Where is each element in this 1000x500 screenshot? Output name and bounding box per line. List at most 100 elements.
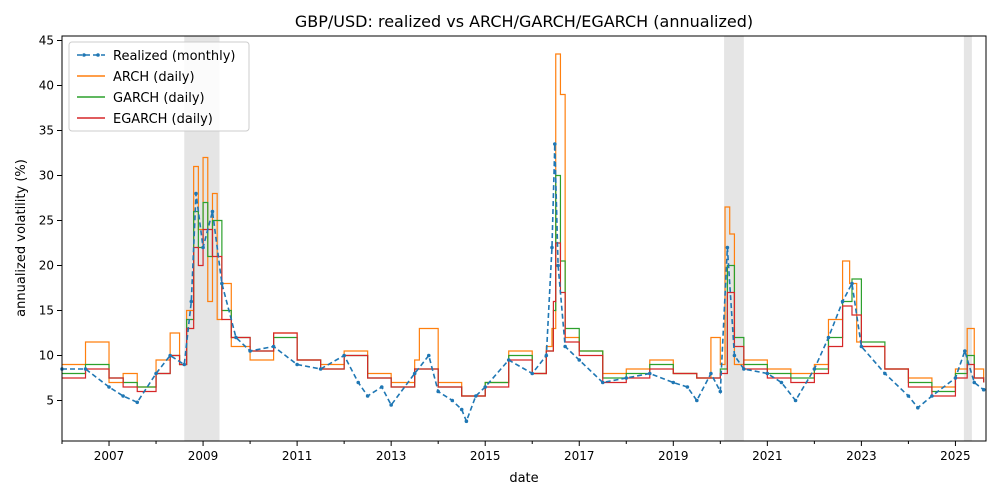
realized-point xyxy=(981,387,986,392)
y-tick-label: 15 xyxy=(39,304,54,318)
y-tick-label: 35 xyxy=(39,124,54,138)
x-axis-label: date xyxy=(509,471,538,486)
x-tick-label: 2025 xyxy=(940,449,971,463)
realized-point xyxy=(436,389,440,394)
realized-point xyxy=(210,209,215,214)
realized-point xyxy=(271,344,276,349)
x-axis: 2007 2009 2011 2013 2015 2017 2019 2021 2023 2025 xyxy=(61,441,971,463)
realized-point xyxy=(379,385,384,389)
realized-point xyxy=(906,394,911,398)
realized-point xyxy=(718,389,723,394)
plot-area-frame xyxy=(61,35,987,442)
realized-point xyxy=(812,367,817,371)
realized-point xyxy=(765,371,770,376)
realized-point xyxy=(779,380,784,385)
y-tick-label: 45 xyxy=(39,34,54,48)
legend-marker xyxy=(82,53,86,57)
realized-point xyxy=(647,371,652,376)
realized-point xyxy=(459,407,464,412)
realized-point xyxy=(426,353,431,358)
realized-point xyxy=(107,385,111,389)
realized-point xyxy=(709,371,713,376)
realized-point xyxy=(318,367,323,371)
realized-point xyxy=(550,245,554,250)
y-tick-label: 5 xyxy=(46,394,54,408)
y-tick-label: 25 xyxy=(39,214,54,228)
legend-label-arch: ARCH (daily) xyxy=(113,70,195,85)
realized-point xyxy=(600,380,605,385)
legend-label-garch: GARCH (daily) xyxy=(113,91,205,106)
realized-point xyxy=(916,405,920,410)
realized-point xyxy=(850,281,854,286)
realized-point xyxy=(859,344,864,349)
realized-point xyxy=(83,367,88,371)
realized-point xyxy=(671,380,676,385)
y-axis-label: annualized volatility (%) xyxy=(14,159,29,317)
realized-point xyxy=(189,299,194,304)
legend-label-egarch: EGARCH (daily) xyxy=(113,112,213,127)
x-tick-label: 2019 xyxy=(658,449,689,463)
shaded-periods xyxy=(184,36,972,441)
realized-point xyxy=(732,353,737,358)
realized-point xyxy=(365,394,370,398)
realized-point xyxy=(168,353,172,358)
chart-title: GBP/USD: realized vs ARCH/GARCH/EGARCH (… xyxy=(295,12,753,31)
x-tick-label: 2023 xyxy=(846,449,877,463)
realized-point xyxy=(234,335,238,340)
realized-point xyxy=(930,394,934,398)
y-tick-label: 40 xyxy=(39,79,54,93)
realized-point xyxy=(685,385,690,389)
realized-point xyxy=(194,191,198,196)
realized-point xyxy=(725,245,730,250)
realized-point xyxy=(182,362,187,367)
realized-point xyxy=(389,403,393,407)
series-line-egarch xyxy=(62,228,985,397)
realized-point xyxy=(356,380,361,385)
realized-point xyxy=(883,371,887,376)
realized-point xyxy=(342,353,346,358)
realized-point xyxy=(201,245,205,250)
realized-point xyxy=(963,349,967,353)
shaded-period-2 xyxy=(963,36,972,441)
realized-point xyxy=(695,398,699,403)
y-axis: 5 10 15 20 25 30 35 40 45 xyxy=(39,34,62,408)
realized-point xyxy=(826,335,831,340)
legend-marker xyxy=(96,53,100,57)
series-line-realized xyxy=(62,143,985,424)
x-tick-label: 2013 xyxy=(376,449,407,463)
realized-point xyxy=(742,367,746,371)
series-lines xyxy=(60,53,986,424)
x-tick-label: 2015 xyxy=(470,449,501,463)
realized-point xyxy=(577,358,582,362)
realized-point xyxy=(563,344,567,349)
realized-point xyxy=(553,142,557,146)
realized-point xyxy=(624,376,629,380)
x-tick-label: 2009 xyxy=(188,449,219,463)
realized-point xyxy=(248,349,252,353)
realized-point xyxy=(154,371,158,376)
x-tick-label: 2017 xyxy=(564,449,595,463)
realized-point xyxy=(121,394,125,398)
realized-point xyxy=(220,281,224,286)
realized-point xyxy=(556,263,560,268)
series-realized xyxy=(60,142,986,424)
realized-point xyxy=(464,419,469,424)
x-tick-label: 2011 xyxy=(282,449,313,463)
y-tick-label: 30 xyxy=(39,169,54,183)
realized-point xyxy=(474,394,478,398)
realized-point xyxy=(135,400,140,405)
realized-point xyxy=(953,376,958,380)
realized-point xyxy=(972,380,977,385)
realized-point xyxy=(450,398,455,403)
realized-point xyxy=(840,299,845,304)
y-tick-label: 10 xyxy=(39,349,54,363)
realized-point xyxy=(483,385,488,389)
x-tick-label: 2007 xyxy=(94,449,125,463)
realized-point xyxy=(530,371,535,376)
realized-point xyxy=(793,398,798,403)
realized-point xyxy=(295,362,299,367)
x-tick-label: 2021 xyxy=(752,449,783,463)
legend-box xyxy=(68,41,250,132)
y-tick-label: 20 xyxy=(39,259,54,273)
